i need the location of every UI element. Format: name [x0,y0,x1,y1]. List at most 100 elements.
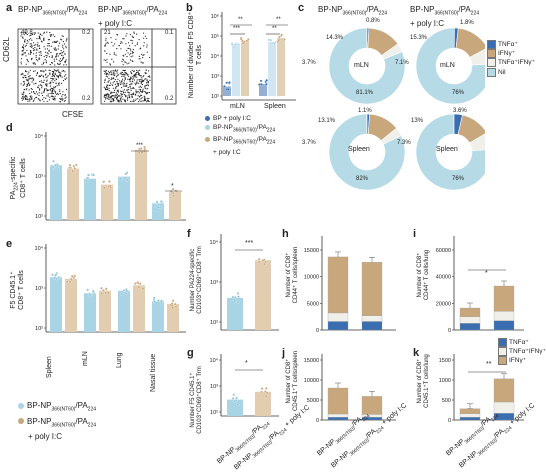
flow-dot [62,46,64,48]
flow-dot [103,96,105,98]
flow-dot [59,63,61,65]
flow-dot [51,91,54,93]
flow-dot [52,88,54,90]
flow-dot [144,99,146,102]
flow-dot [121,83,123,85]
data-point [265,391,269,395]
h-yticks: 15000 10000 5000 0 [304,248,322,334]
flow-dot [35,52,37,54]
data-point [261,258,265,262]
flow-dot [136,79,138,81]
data-point [233,296,237,299]
flow-dot [31,33,33,35]
panel-label-g: g [187,347,194,359]
e-xlabel-1: Spleen [46,356,53,378]
flow-dot [116,98,118,100]
c-d3-center: Spleen [348,146,370,153]
bar [133,285,145,332]
panel-label-h: h [282,228,289,240]
flow-dot [118,100,120,102]
flow-dot [127,73,129,75]
ytick-label: 0 [448,418,451,424]
flow-dot [43,39,45,41]
flow-dot [113,52,115,54]
flow-dot [59,58,62,60]
flow-dot [130,48,132,50]
flow-dot [125,84,127,86]
flow-dot [116,81,118,83]
flow-dot [57,62,59,64]
flow-dot [20,61,22,63]
flow-dot [111,95,113,97]
flow-dot [51,89,53,91]
flow-dot [40,40,43,42]
flow-dot [24,52,26,54]
stack-segment [327,387,349,415]
a-q2-br: 0.2 [165,96,174,102]
flow-dot [113,77,115,79]
flow-dot [148,70,150,72]
flow-dot [131,96,133,99]
a-dots-1 [20,31,68,103]
flow-dot [31,77,33,79]
flow-dot [57,93,60,95]
flow-dot [115,88,117,90]
c-donut-2 [415,27,485,105]
g-ylabel: Number F5 CD45.1⁺ CD103⁺CD69⁺CD8⁺ Trm [190,366,203,434]
c-d4-l2: 13% [411,118,424,124]
flow-dot [23,91,25,93]
flow-dot [39,89,41,91]
flow-dot [23,75,25,77]
flow-dot [130,93,132,96]
flow-dot [33,32,35,34]
data-point [170,304,174,307]
flow-dot [26,83,28,85]
flow-dot [127,91,129,93]
flow-dot [143,75,145,77]
data-point [267,38,271,42]
d-yticks: 10⁴ 10³ 10² [35,133,46,220]
flow-dot [130,76,132,78]
flow-dot [131,69,133,71]
flow-dot [122,58,124,60]
flow-dot [117,91,119,93]
flow-dot [31,57,33,60]
flow-dot [48,69,50,71]
panel-label-e: e [6,238,13,250]
flow-dot [49,34,51,36]
flow-dot [55,73,57,75]
flow-dot [146,46,148,48]
flow-dot [62,55,64,57]
flow-dot [129,59,131,61]
flow-dot [124,100,126,102]
flow-dot [135,92,137,94]
flow-dot [40,50,42,53]
flow-dot [33,33,35,35]
flow-dot [40,54,43,56]
flow-dot [25,70,27,72]
flow-dot [133,101,135,103]
flow-dot [42,76,45,78]
ytick-label: 10⁴ [211,53,220,60]
flow-dot [131,93,133,95]
c-d1-l1: 0.8% [366,18,380,24]
flow-dot [59,72,61,74]
flow-dot [57,77,60,79]
flow-dot [116,100,119,102]
flow-dot [48,45,50,47]
flow-dot [41,64,43,66]
flow-dot [23,82,26,84]
flow-dot [123,82,125,84]
flow-dot [140,100,142,102]
data-point [280,33,284,37]
b-sig-3: ** [272,26,277,32]
flow-dot [52,98,54,100]
ytick-label: 10³ [35,286,43,292]
flow-dot [43,55,45,58]
flow-dot [53,69,55,71]
flow-dot [137,98,139,100]
flow-dot [63,48,65,50]
flow-dot [127,47,129,49]
ytick-label: 10⁴ [35,133,44,140]
flow-dot [136,81,138,83]
